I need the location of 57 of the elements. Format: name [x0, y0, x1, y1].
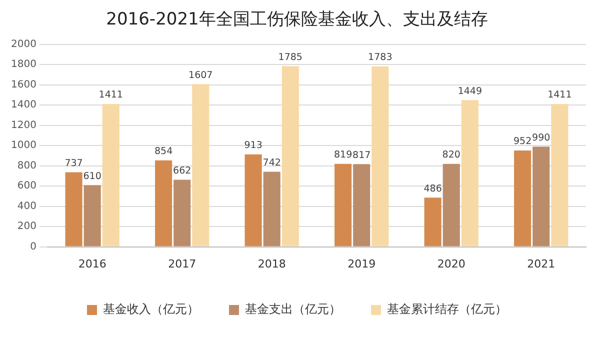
bar	[84, 185, 101, 246]
data-label: 952	[514, 136, 532, 148]
data-label: 819	[334, 150, 352, 161]
legend-label: 基金支出（亿元）	[245, 302, 341, 316]
y-tick-label: 200	[17, 221, 36, 232]
data-label: 610	[83, 170, 102, 182]
y-tick-label: 800	[17, 160, 36, 172]
data-label: 990	[532, 132, 550, 144]
data-label: 1449	[458, 86, 482, 97]
bar	[461, 100, 478, 246]
x-tick-label: 2021	[527, 257, 556, 270]
y-tick-label: 1200	[10, 120, 36, 131]
bar	[282, 66, 299, 246]
data-label: 820	[442, 150, 460, 161]
bar	[532, 146, 550, 246]
x-tick-label: 2019	[348, 257, 376, 270]
x-tick-label: 2017	[168, 257, 196, 270]
data-label: 1607	[188, 70, 213, 81]
data-label: 817	[352, 150, 371, 161]
y-tick-label: 0	[30, 241, 36, 252]
bar	[353, 164, 370, 246]
data-label: 913	[244, 140, 262, 152]
y-tick-label: 1000	[10, 140, 36, 152]
data-label: 486	[424, 183, 442, 194]
bar	[551, 104, 568, 246]
legend-label: 基金累计结存（亿元）	[387, 302, 507, 316]
bar	[442, 164, 460, 246]
data-label: 737	[64, 158, 83, 169]
bar	[263, 172, 280, 246]
data-label: 1411	[548, 90, 572, 101]
data-label: 1783	[368, 52, 392, 64]
bar	[514, 150, 532, 246]
x-tick-label: 2018	[258, 257, 286, 270]
legend-label: 基金收入（亿元）	[103, 302, 199, 316]
y-tick-label: 400	[17, 200, 36, 212]
data-label: 742	[262, 157, 281, 168]
y-tick-label: 1600	[10, 79, 36, 90]
bar	[372, 66, 389, 246]
data-label: 854	[154, 146, 173, 158]
y-tick-label: 2000	[10, 38, 36, 50]
y-tick-label: 600	[17, 180, 36, 192]
x-tick-label: 2016	[78, 257, 106, 270]
chart-title: 2016-2021年全国工伤保险基金收入、支出及结存	[106, 10, 488, 30]
x-tick-label: 2020	[437, 257, 466, 270]
y-tick-label: 1400	[10, 100, 36, 111]
data-label: 662	[173, 166, 192, 177]
bar	[155, 160, 172, 246]
bar	[244, 154, 262, 246]
bar	[334, 164, 352, 246]
y-tick-label: 1800	[10, 59, 36, 70]
bar	[192, 84, 210, 246]
bar	[65, 172, 82, 246]
data-label: 1785	[278, 52, 302, 63]
bar	[174, 180, 191, 246]
bar	[102, 104, 120, 246]
bar	[424, 198, 442, 246]
data-label: 1411	[98, 90, 123, 101]
